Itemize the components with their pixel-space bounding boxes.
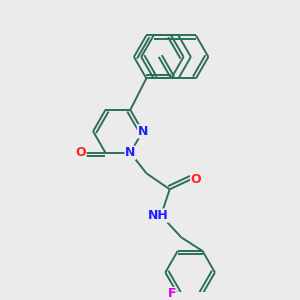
Text: NH: NH	[148, 209, 168, 222]
Text: N: N	[125, 146, 136, 159]
Text: F: F	[168, 287, 176, 300]
Text: O: O	[75, 146, 86, 159]
Text: O: O	[191, 172, 201, 186]
Text: N: N	[137, 125, 148, 138]
